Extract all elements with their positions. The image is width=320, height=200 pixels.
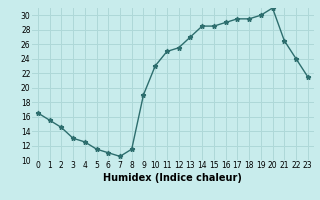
X-axis label: Humidex (Indice chaleur): Humidex (Indice chaleur) bbox=[103, 173, 242, 183]
